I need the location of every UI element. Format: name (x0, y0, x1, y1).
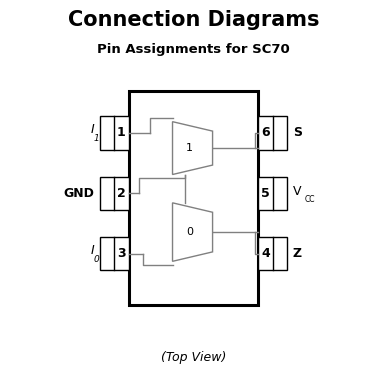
Text: Connection Diagrams: Connection Diagrams (68, 10, 319, 30)
Bar (259, 116, 287, 150)
Text: 4: 4 (261, 247, 270, 260)
Text: V: V (293, 185, 301, 198)
Bar (128, 92, 259, 305)
Text: 2: 2 (117, 187, 126, 200)
Polygon shape (173, 122, 212, 175)
Text: (Top View): (Top View) (161, 351, 226, 364)
Text: CC: CC (305, 195, 315, 204)
Text: 1: 1 (117, 126, 126, 139)
Text: 5: 5 (261, 187, 270, 200)
Bar (259, 237, 287, 270)
Text: S: S (293, 126, 302, 139)
Text: 0: 0 (93, 255, 99, 264)
Text: I: I (91, 123, 94, 136)
Text: Pin Assignments for SC70: Pin Assignments for SC70 (97, 43, 290, 56)
Bar (100, 116, 128, 150)
Text: 3: 3 (117, 247, 126, 260)
Text: Z: Z (293, 247, 302, 260)
Bar (100, 237, 128, 270)
Polygon shape (173, 203, 212, 261)
Text: I: I (91, 244, 94, 257)
Text: 6: 6 (261, 126, 270, 139)
Text: 1: 1 (93, 134, 99, 143)
Text: 0: 0 (186, 227, 193, 237)
Text: 1: 1 (186, 143, 193, 153)
Text: GND: GND (63, 187, 94, 200)
Bar (100, 177, 128, 210)
Bar (259, 177, 287, 210)
